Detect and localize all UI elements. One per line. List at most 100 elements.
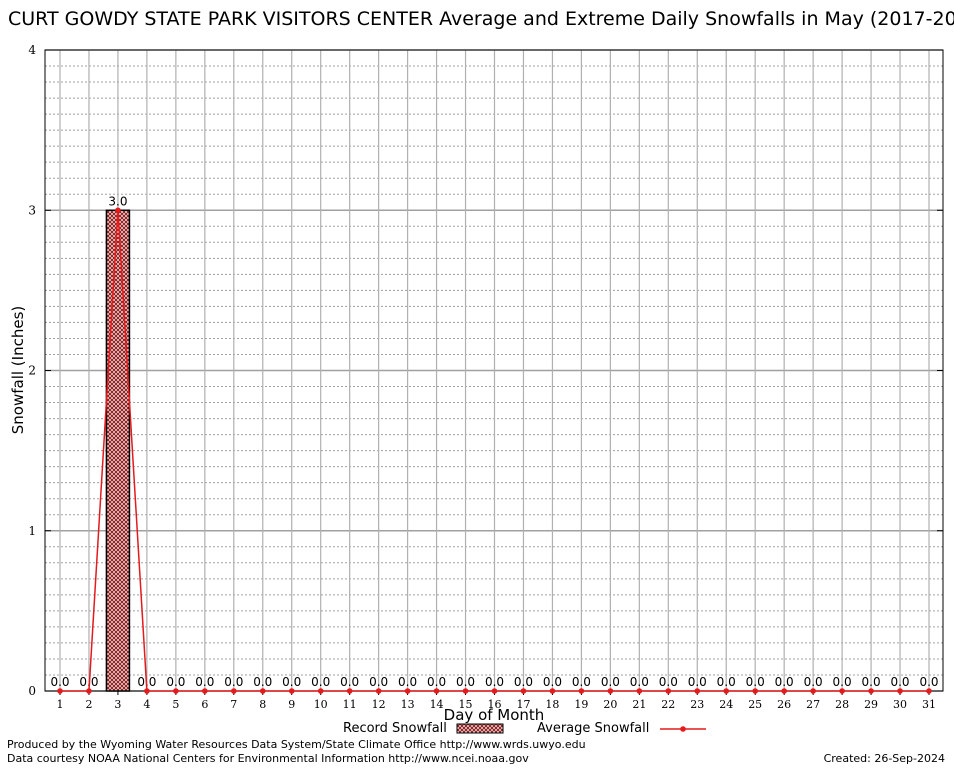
x-tick-label: 2 — [85, 698, 92, 711]
average-point — [752, 688, 758, 694]
average-point — [839, 688, 845, 694]
record-data-label: 0.0 — [659, 675, 678, 689]
record-data-label: 0.0 — [398, 675, 417, 689]
record-data-label: 0.0 — [514, 675, 533, 689]
record-data-label: 0.0 — [717, 675, 736, 689]
average-point — [115, 207, 121, 214]
record-data-label: 0.0 — [224, 675, 243, 689]
x-tick-label: 12 — [372, 698, 386, 711]
record-data-label: 0.0 — [862, 675, 881, 689]
y-tick-label: 3 — [28, 203, 36, 217]
average-point — [259, 688, 266, 694]
x-tick-label: 3 — [114, 698, 121, 711]
average-point — [346, 688, 353, 694]
record-data-label: 0.0 — [890, 675, 909, 689]
x-tick-label: 25 — [748, 698, 762, 711]
average-point — [868, 688, 874, 694]
y-tick-label: 0 — [28, 684, 36, 698]
x-tick-label: 8 — [259, 698, 266, 711]
record-data-label: 0.0 — [833, 675, 852, 689]
average-point — [926, 688, 932, 694]
record-data-label: 3.0 — [108, 194, 127, 208]
record-data-label: 0.0 — [340, 675, 359, 689]
average-point — [578, 688, 585, 694]
x-tick-label: 21 — [632, 698, 646, 711]
x-tick-label: 14 — [430, 698, 444, 711]
x-tick-label: 4 — [143, 698, 150, 711]
x-tick-label: 13 — [401, 698, 415, 711]
x-tick-label: 18 — [545, 698, 559, 711]
record-data-label: 0.0 — [485, 675, 504, 689]
record-data-label: 0.0 — [282, 675, 301, 689]
record-data-label: 0.0 — [746, 675, 765, 689]
x-tick-label: 27 — [806, 698, 820, 711]
record-data-label: 0.0 — [456, 675, 475, 689]
average-point — [810, 688, 816, 694]
average-point — [549, 688, 556, 694]
chart-title: CURT GOWDY STATE PARK VISITORS CENTER Av… — [8, 8, 954, 30]
record-data-label: 0.0 — [543, 675, 562, 689]
legend-average-label: Average Snowfall — [537, 721, 650, 736]
x-tick-label: 1 — [57, 698, 64, 711]
record-data-label: 0.0 — [166, 675, 185, 689]
x-tick-label: 15 — [459, 698, 473, 711]
x-tick-label: 7 — [230, 698, 237, 711]
record-data-label: 0.0 — [427, 675, 446, 689]
created-date: Created: 26-Sep-2024 — [823, 752, 945, 765]
average-point — [86, 688, 92, 694]
x-tick-label: 30 — [893, 698, 907, 711]
x-tick-label: 10 — [314, 698, 328, 711]
average-point — [375, 688, 382, 694]
record-data-label: 0.0 — [919, 675, 938, 689]
average-point — [781, 688, 787, 694]
x-tick-label: 31 — [922, 698, 936, 711]
average-point — [202, 688, 208, 694]
x-tick-label: 19 — [574, 698, 588, 711]
y-tick-label: 1 — [28, 524, 36, 538]
legend-average-swatch-point — [680, 726, 686, 732]
average-point — [404, 688, 411, 694]
average-point — [144, 688, 150, 694]
record-data-label: 0.0 — [601, 675, 620, 689]
average-point — [288, 688, 295, 694]
x-tick-label: 5 — [172, 698, 179, 711]
legend-record-label: Record Snowfall — [343, 721, 447, 736]
x-tick-label: 20 — [603, 698, 617, 711]
record-bar — [105, 209, 131, 692]
x-axis-label: Day of Month — [443, 706, 545, 724]
record-data-label: 0.0 — [804, 675, 823, 689]
average-point — [462, 688, 469, 694]
grid-lines — [45, 49, 943, 692]
legend-record-swatch — [456, 723, 504, 734]
x-tick-label: 22 — [661, 698, 675, 711]
average-point — [520, 688, 527, 694]
x-tick-label: 16 — [488, 698, 502, 711]
x-tick-label: 9 — [288, 698, 295, 711]
record-data-label: 0.0 — [311, 675, 330, 689]
record-data-label: 0.0 — [369, 675, 388, 689]
average-point — [433, 688, 440, 694]
x-tick-label: 29 — [864, 698, 878, 711]
record-data-label: 0.0 — [50, 675, 69, 689]
record-data-label: 0.0 — [572, 675, 591, 689]
average-point — [57, 688, 63, 694]
x-tick-label: 17 — [516, 698, 530, 711]
record-data-label: 0.0 — [253, 675, 272, 689]
x-tick-label: 6 — [201, 698, 208, 711]
record-data-label: 0.0 — [195, 675, 214, 689]
x-tick-label: 26 — [777, 698, 791, 711]
average-point — [607, 688, 614, 694]
average-point — [665, 688, 672, 694]
average-point — [694, 688, 701, 694]
x-tick-label: 28 — [835, 698, 849, 711]
x-tick-label: 23 — [690, 698, 704, 711]
y-tick-label: 4 — [28, 43, 36, 57]
average-point — [231, 688, 237, 694]
average-point — [897, 688, 903, 694]
average-point — [723, 688, 730, 694]
record-data-label: 0.0 — [775, 675, 794, 689]
record-data-label: 0.0 — [630, 675, 649, 689]
credit-data-courtesy: Data courtesy NOAA National Centers for … — [7, 752, 529, 765]
y-axis-label: Snowfall (Inches) — [9, 305, 27, 435]
